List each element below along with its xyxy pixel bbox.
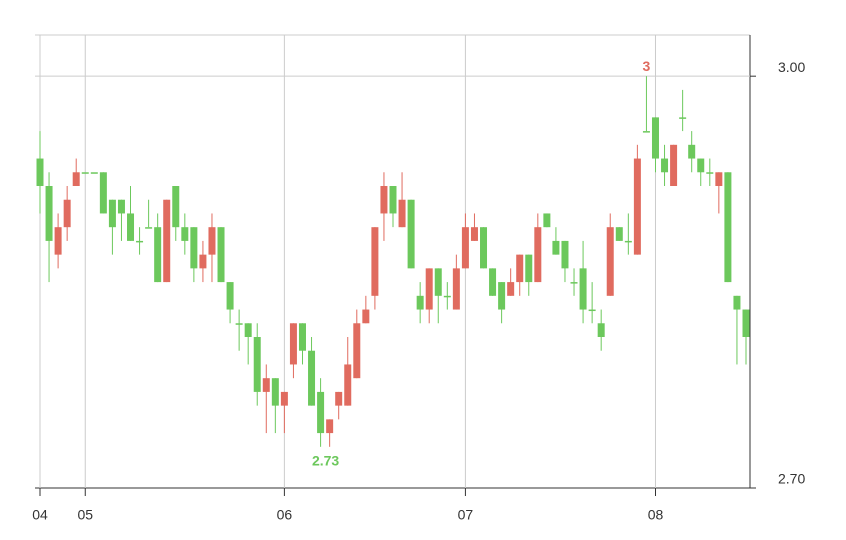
candle-body: [697, 158, 705, 173]
candle-body: [597, 323, 605, 337]
candle-body: [389, 186, 397, 214]
max-label: 3: [643, 58, 651, 74]
candle-body: [280, 391, 288, 406]
candle-body: [244, 323, 252, 337]
candle-body: [552, 240, 560, 255]
candle-body: [172, 186, 180, 228]
candle-body: [262, 378, 270, 392]
candle-body: [507, 282, 515, 296]
candle-body: [208, 227, 216, 255]
candle-body: [289, 323, 297, 365]
candle-body: [579, 268, 587, 310]
candle-body: [706, 172, 714, 174]
y-tick-label: 2.70: [778, 471, 805, 487]
candle-body: [651, 117, 659, 159]
candle-body: [461, 227, 469, 269]
candle-body: [516, 254, 524, 283]
candle-body: [606, 227, 614, 296]
candle-body: [380, 186, 388, 214]
candle-body: [90, 172, 98, 174]
candle-body: [335, 391, 343, 406]
x-tick-label: 04: [32, 507, 48, 523]
candle-body: [661, 158, 669, 173]
candle-body: [470, 227, 478, 241]
candle-body: [443, 295, 451, 298]
candle-body: [588, 309, 596, 312]
candle-body: [163, 199, 171, 283]
candle-body: [298, 323, 306, 351]
candle-body: [425, 268, 433, 310]
candle-body: [480, 227, 488, 269]
candle-body: [362, 309, 370, 324]
candle-body: [199, 254, 207, 269]
candle-body: [45, 186, 53, 241]
candle-body: [498, 282, 506, 310]
candle-body: [117, 199, 125, 214]
candle-body: [398, 199, 406, 228]
candle-body: [543, 213, 551, 228]
candle-body: [108, 199, 116, 228]
candle-body: [326, 419, 334, 434]
y-tick-label: 3.00: [778, 59, 805, 75]
candle-body: [217, 227, 225, 283]
candle-body: [344, 364, 352, 406]
candle-body: [81, 172, 89, 174]
x-tick-label: 08: [648, 507, 664, 523]
candle-body: [670, 144, 678, 186]
candle-body: [145, 227, 153, 229]
candle-body: [226, 282, 234, 310]
candle-body: [154, 227, 162, 283]
candle-body: [489, 268, 497, 296]
candle-body: [615, 227, 623, 241]
candle-body: [525, 254, 533, 283]
candle-body: [72, 172, 80, 186]
candle-body: [642, 131, 650, 133]
candle-body: [416, 295, 424, 310]
candle-body: [181, 227, 189, 241]
candle-body: [54, 227, 62, 255]
candle-body: [434, 268, 442, 296]
candle-body: [136, 240, 144, 243]
candle-body: [715, 172, 723, 186]
x-tick-label: 07: [458, 507, 474, 523]
candle-body: [452, 268, 460, 310]
candle-body: [317, 391, 325, 434]
candle-body: [534, 227, 542, 283]
candle-body: [36, 158, 44, 186]
candle-body: [724, 172, 732, 283]
x-tick-label: 06: [277, 507, 293, 523]
candle-body: [63, 199, 71, 228]
candle-body: [733, 295, 741, 310]
candle-body: [127, 213, 135, 241]
candle-body: [561, 240, 569, 269]
candle-body: [353, 323, 361, 379]
candle-body: [624, 240, 632, 243]
candle-body: [235, 323, 243, 325]
x-tick-label: 05: [77, 507, 93, 523]
candle-body: [190, 227, 198, 269]
candle-body: [633, 158, 641, 255]
candle-body: [742, 309, 750, 337]
candle-body: [253, 337, 261, 392]
candle-body: [679, 117, 687, 119]
candle-body: [99, 172, 107, 214]
candle-body: [407, 199, 415, 269]
candle-body: [371, 227, 379, 296]
candle-body: [271, 378, 279, 406]
min-label: 2.73: [312, 453, 339, 469]
candle-body: [570, 282, 578, 284]
candle-body: [688, 144, 696, 159]
candle-body: [308, 350, 316, 406]
